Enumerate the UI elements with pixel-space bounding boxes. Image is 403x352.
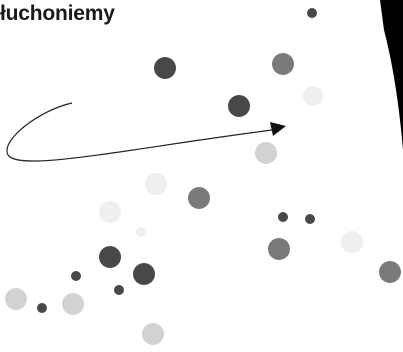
- dot: [278, 212, 288, 222]
- dot: [305, 214, 315, 224]
- dot: [379, 261, 401, 283]
- dot: [228, 95, 250, 117]
- dot: [255, 142, 277, 164]
- dot: [71, 271, 81, 281]
- black-wedge-shape: [380, 0, 403, 150]
- dot: [62, 293, 84, 315]
- curved-arrow-head: [270, 122, 286, 136]
- dot: [5, 288, 27, 310]
- page-heading: łuchoniemy: [0, 2, 115, 25]
- dot: [142, 323, 164, 345]
- dot: [99, 201, 121, 223]
- dot: [188, 187, 210, 209]
- dot: [136, 227, 146, 237]
- curved-arrow-line: [6, 102, 273, 162]
- dot: [272, 53, 294, 75]
- dot: [341, 231, 363, 253]
- dot: [37, 303, 47, 313]
- dot: [114, 285, 124, 295]
- dot: [133, 263, 155, 285]
- dot: [99, 246, 121, 268]
- dot: [145, 173, 167, 195]
- dot: [154, 57, 176, 79]
- dot: [307, 8, 317, 18]
- dot: [268, 238, 290, 260]
- dot: [303, 86, 323, 106]
